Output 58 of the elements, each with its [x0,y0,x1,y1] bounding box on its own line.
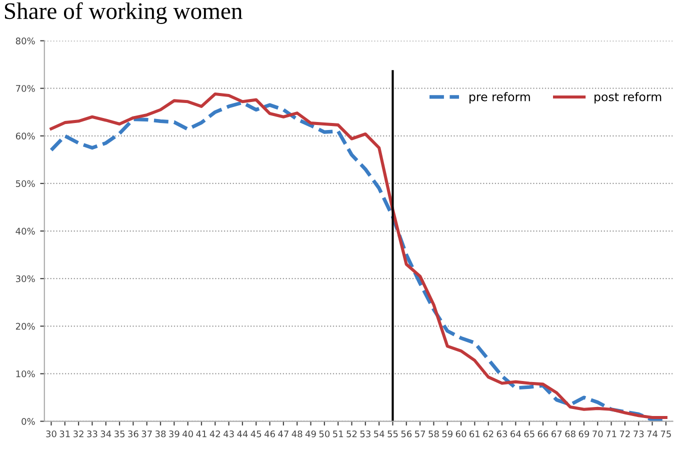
x-tick-label: 64 [510,430,521,438]
x-tick-label: 71 [606,430,616,438]
legend-label: post reform [594,92,662,104]
x-tick-label: 57 [415,430,426,438]
x-tick-label: 56 [401,430,412,438]
x-tick-label: 69 [578,430,590,438]
x-tick-label: 33 [87,430,98,438]
x-tick-label: 72 [620,430,630,438]
x-tick-label: 39 [169,430,180,438]
x-tick-label: 70 [592,430,603,438]
legend-label: pre reform [470,92,530,104]
x-tick-label: 53 [360,430,370,438]
x-tick-label: 43 [224,430,234,438]
x-tick-label: 66 [538,430,548,438]
x-tick-label: 41 [196,430,206,438]
y-tick-label: 40% [16,228,35,235]
x-tick-label: 49 [305,430,316,438]
y-tick-label: 0% [22,418,35,425]
x-tick-label: 75 [660,430,671,438]
x-tick-label: 50 [319,430,330,438]
y-tick-label: 30% [16,275,35,282]
y-tick-label: 60% [16,132,35,140]
x-tick-label: 42 [210,430,220,438]
x-tick-label: 44 [237,430,248,438]
x-tick-label: 38 [155,430,166,438]
x-tick-label: 62 [483,430,494,438]
x-tick-label: 46 [264,430,275,438]
x-tick-label: 55 [388,430,398,438]
x-tick-label: 73 [634,430,644,438]
y-tick-label: 70% [16,85,35,92]
x-tick-label: 34 [100,430,112,438]
x-tick-label: 36 [128,430,138,438]
x-tick-label: 59 [442,430,452,438]
x-tick-label: 30 [46,430,56,438]
x-tick-label: 40 [182,430,193,438]
x-tick-label: 74 [647,430,658,438]
x-tick-label: 63 [496,430,508,438]
y-tick-label: 50% [16,180,35,188]
x-tick-label: 68 [565,430,576,438]
x-tick-label: 47 [278,430,288,438]
x-tick-label: 45 [250,430,262,438]
y-tick-label: 20% [16,322,35,330]
x-tick-label: 35 [114,430,124,438]
x-tick-label: 58 [428,430,439,438]
y-tick-label: 10% [16,370,35,378]
x-tick-label: 61 [470,430,480,438]
x-tick-label: 54 [374,430,384,438]
x-tick-label: 32 [73,430,84,438]
x-tick-label: 52 [346,430,357,438]
x-tick-label: 51 [333,430,343,438]
x-tick-label: 67 [552,430,562,438]
x-tick-label: 65 [524,430,534,438]
x-tick-label: 37 [142,430,152,438]
y-tick-label: 80% [16,38,35,44]
x-tick-label: 60 [456,430,466,438]
chart-title: Share of working women [4,2,242,24]
x-tick-label: 48 [292,430,302,438]
x-tick-label: 31 [60,430,70,438]
